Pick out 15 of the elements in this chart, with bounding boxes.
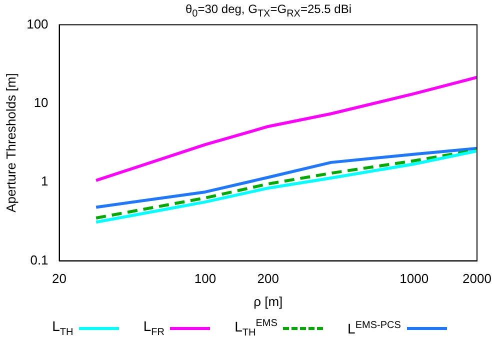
x-tick-label: 20: [52, 271, 67, 286]
legend-label: L$^{EMS-PCS}$: [348, 320, 401, 337]
y-tick-label: 1: [41, 174, 48, 189]
y-axis-title: Aperture Thresholds [m]: [3, 73, 18, 212]
x-axis-title: ρ [m]: [254, 294, 283, 309]
legend-label: L$_{TH}$: [52, 318, 74, 338]
x-tick-label: 200: [257, 271, 279, 286]
y-tick-label: 100: [26, 16, 48, 32]
legend-label: L$_{FR}$: [143, 318, 164, 338]
x-tick-label: 100: [194, 271, 216, 286]
x-tick-label: 2000: [462, 271, 492, 286]
chart-title: θ$_{0}$=30 deg, G$_{TX}$=G$_{RX}$=25.5 dBi: [184, 2, 353, 20]
x-tick-label: 1000: [400, 271, 429, 286]
y-tick-label: 10: [34, 95, 48, 110]
y-tick-label: 0.1: [30, 252, 48, 268]
